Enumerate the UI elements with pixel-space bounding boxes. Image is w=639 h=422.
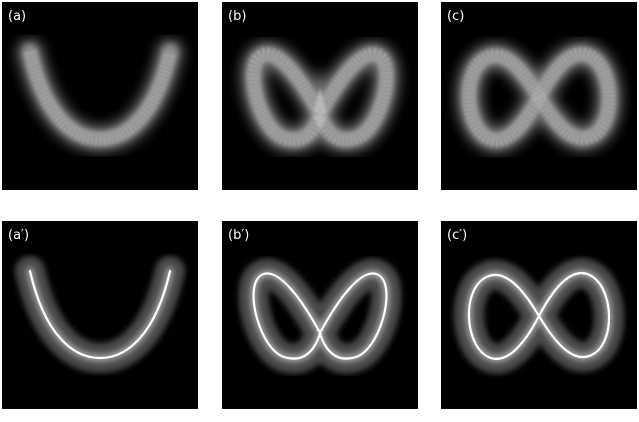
panel-label: (a′) — [8, 228, 29, 243]
panels: (a) (b) (c) (a′) (b′) (c′) — [2, 2, 637, 409]
panel: (b′) — [222, 221, 418, 409]
panel: (c′) — [441, 221, 637, 409]
figure: (a) (b) (c) (a′) (b′) (c′) — [0, 0, 639, 418]
panel-label: (b) — [228, 9, 246, 24]
panel: (a′) — [2, 221, 198, 409]
panel: (c) — [441, 2, 637, 190]
panel-label: (a) — [8, 9, 26, 24]
page: (a)(b)(c)(a′)(b′)(c′) (() => { const dat… — [0, 0, 639, 418]
panel: (a) — [2, 2, 198, 190]
panel-label: (c) — [447, 9, 464, 24]
panel: (b) — [222, 2, 418, 190]
panel-label: (b′) — [228, 228, 249, 243]
panel-label: (c′) — [447, 228, 467, 243]
